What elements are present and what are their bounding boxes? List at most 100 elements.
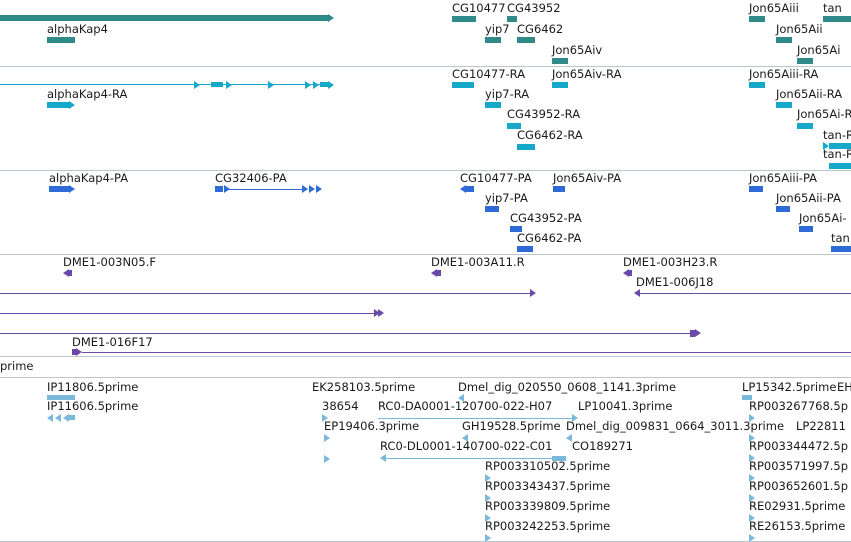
est-label-rp003652601[interactable]: RP003652601.5p: [749, 479, 849, 493]
transcript-label-cg6462-ra[interactable]: CG6462-RA: [517, 128, 583, 142]
est-rc0-da0001-line[interactable]: [378, 418, 572, 419]
transcript-label-jon65aiv-ra[interactable]: Jon65Aiv-RA: [552, 67, 622, 81]
protein-cg32406-pa-exon[interactable]: [215, 186, 223, 192]
est-rc0-dl0001-exon[interactable]: [552, 456, 566, 461]
gene-alphakap4-exon[interactable]: [47, 37, 75, 43]
protein-label-jon65ai-pa[interactable]: Jon65Ai-: [799, 211, 847, 225]
protein-yip7-pa-bar[interactable]: [485, 206, 499, 212]
clone-line-3[interactable]: [0, 333, 690, 334]
protein-cg10477-pa-bar[interactable]: [466, 186, 474, 192]
est-ip11606-bar[interactable]: [68, 415, 75, 420]
est-label-gh19528[interactable]: GH19528.5prime: [462, 419, 561, 433]
est-label-rc0-da0001[interactable]: RC0-DA0001-120700-022-H07: [378, 399, 553, 413]
gene-label-cg6462[interactable]: CG6462: [517, 22, 564, 36]
clone-016f17-bar[interactable]: [72, 349, 76, 355]
gene-label-jon65aiii[interactable]: Jon65Aiii: [749, 1, 799, 15]
protein-label-cg43952-pa[interactable]: CG43952-PA: [510, 211, 582, 225]
transcript-label-yip7-ra[interactable]: yip7-RA: [485, 87, 530, 101]
gene-alphakap4-bar[interactable]: [0, 15, 328, 21]
est-label-rc0-dl0001[interactable]: RC0-DL0001-140700-022-C01: [380, 439, 553, 453]
transcript-alphakap4-exon-1[interactable]: [211, 82, 223, 87]
transcript-cg6462-ra-bar[interactable]: [517, 144, 535, 150]
transcript-label-tan-ra[interactable]: tan-R: [823, 128, 851, 142]
transcript-label-cg43952-ra[interactable]: CG43952-RA: [507, 107, 581, 121]
transcript-tan-ra-bar[interactable]: [829, 143, 851, 149]
clone-006j18-line[interactable]: [640, 293, 851, 294]
clone-003n05-bar[interactable]: [69, 270, 72, 276]
clone-label-016f17[interactable]: DME1-016F17: [72, 335, 153, 349]
est-label-dmel-020550[interactable]: Dmel_dig_020550_0608_1141.3prime: [458, 380, 677, 394]
est-ip11806-bar[interactable]: [47, 395, 75, 400]
protein-alphakap4-pa-bar[interactable]: [49, 186, 69, 192]
gene-tan-bar[interactable]: [823, 16, 851, 22]
transcript-cg43952-ra-bar[interactable]: [507, 123, 521, 129]
protein-label-alphakap4-pa[interactable]: alphaKap4-PA: [49, 171, 129, 185]
clone-003a11-bar[interactable]: [437, 270, 441, 276]
est-label-rp003267768[interactable]: RP003267768.5p: [749, 399, 849, 413]
protein-label-cg10477-pa[interactable]: CG10477-PA: [460, 171, 532, 185]
gene-jon65aiv-bar[interactable]: [552, 58, 568, 64]
transcript-label-tan-rb[interactable]: tan-R: [823, 147, 851, 161]
gene-label-yip7[interactable]: yip7: [485, 22, 510, 36]
gene-yip7-bar[interactable]: [485, 37, 501, 43]
est-label-dmel-009831[interactable]: Dmel_dig_009831_0664_3011.3prime: [566, 419, 785, 433]
est-label-rp003242253[interactable]: RP003242253.5prime: [485, 519, 611, 533]
transcript-yip7-ra-bar[interactable]: [485, 102, 501, 108]
protein-label-yip7-pa[interactable]: yip7-PA: [485, 191, 528, 205]
est-label-rp003310502[interactable]: RP003310502.5prime: [485, 459, 611, 473]
est-label-38654[interactable]: 38654: [322, 399, 359, 413]
transcript-alphakap4-ra-bar[interactable]: [47, 102, 69, 108]
transcript-jon65aiii-ra-bar[interactable]: [749, 82, 765, 88]
transcript-label-jon65ai-ra[interactable]: Jon65Ai-R: [797, 107, 851, 121]
est-label-rp003571997[interactable]: RP003571997.5p: [749, 459, 849, 473]
est-label-rp003344472[interactable]: RP003344472.5p: [749, 439, 849, 453]
protein-label-cg6462-pa[interactable]: CG6462-PA: [517, 231, 582, 245]
est-label-co189271[interactable]: CO189271: [572, 439, 633, 453]
transcript-label-jon65aii-ra[interactable]: Jon65Aii-RA: [776, 87, 843, 101]
clone-label-006j18[interactable]: DME1-006J18: [636, 275, 714, 289]
protein-label-tan[interactable]: tan: [831, 231, 850, 245]
protein-jon65aiii-pa-bar[interactable]: [749, 186, 763, 192]
est-label-lp22811[interactable]: LP22811: [796, 419, 846, 433]
clone-016f17-line[interactable]: [82, 352, 851, 353]
est-rc0-dl0001-line[interactable]: [386, 458, 552, 459]
est-label-lp15342[interactable]: LP15342.5prime: [742, 380, 837, 394]
protein-label-jon65aii-pa[interactable]: Jon65Aii-PA: [776, 191, 841, 205]
protein-jon65aiv-pa-bar[interactable]: [553, 186, 565, 192]
protein-cg6462-pa-bar[interactable]: [517, 246, 533, 252]
transcript-jon65aii-ra-bar[interactable]: [776, 102, 792, 108]
protein-label-cg32406-pa[interactable]: CG32406-PA: [215, 171, 287, 185]
gene-jon65ai-bar[interactable]: [797, 58, 813, 64]
est-label-ek258103[interactable]: EK258103.5prime: [312, 380, 416, 394]
clone-label-003n05[interactable]: DME1-003N05.F: [63, 255, 156, 269]
protein-label-jon65aiv-pa[interactable]: Jon65Aiv-PA: [553, 171, 622, 185]
protein-label-jon65aiii-pa[interactable]: Jon65Aiii-PA: [749, 171, 818, 185]
transcript-alphakap4-exon-2[interactable]: [320, 82, 328, 87]
est-label-re02931[interactable]: RE02931.5prime: [749, 499, 846, 513]
est-label-re26153[interactable]: RE26153.5prime: [749, 519, 846, 533]
protein-jon65ai-pa-bar[interactable]: [799, 226, 813, 232]
gene-label-cg10477[interactable]: CG10477: [452, 1, 506, 15]
est-label-eh[interactable]: EH: [837, 380, 851, 394]
gene-jon65aiii-bar[interactable]: [749, 16, 765, 22]
est-label-rp003343437[interactable]: RP003343437.5prime: [485, 479, 611, 493]
est-label-ip11806[interactable]: IP11806.5prime: [47, 380, 139, 394]
protein-jon65aii-pa-bar[interactable]: [776, 206, 790, 212]
est-label-rp003339809[interactable]: RP003339809.5prime: [485, 499, 611, 513]
gene-label-jon65ai[interactable]: Jon65Ai: [797, 43, 841, 57]
gene-jon65aii-bar[interactable]: [776, 37, 792, 43]
gene-cg10477-bar[interactable]: [452, 16, 476, 22]
est-label-lp10041[interactable]: LP10041.3prime: [578, 399, 673, 413]
clone-line-2[interactable]: [0, 313, 374, 314]
clone-003h23-bar[interactable]: [629, 270, 632, 276]
transcript-label-jon65aiii-ra[interactable]: Jon65Aiii-RA: [749, 67, 819, 81]
transcript-label-cg10477-ra[interactable]: CG10477-RA: [452, 67, 526, 81]
gene-cg6462-bar[interactable]: [517, 37, 535, 43]
gene-label-cg43952[interactable]: CG43952: [507, 1, 561, 15]
transcript-tan-rb-bar[interactable]: [829, 163, 851, 169]
gene-label-jon65aiv[interactable]: Jon65Aiv: [552, 43, 603, 57]
est-lp15342-bar[interactable]: [742, 395, 752, 400]
est-label-ip11606[interactable]: IP11606.5prime: [47, 399, 139, 413]
est-label-ep19406[interactable]: EP19406.3prime: [324, 419, 420, 433]
transcript-cg10477-ra-bar[interactable]: [452, 82, 474, 88]
